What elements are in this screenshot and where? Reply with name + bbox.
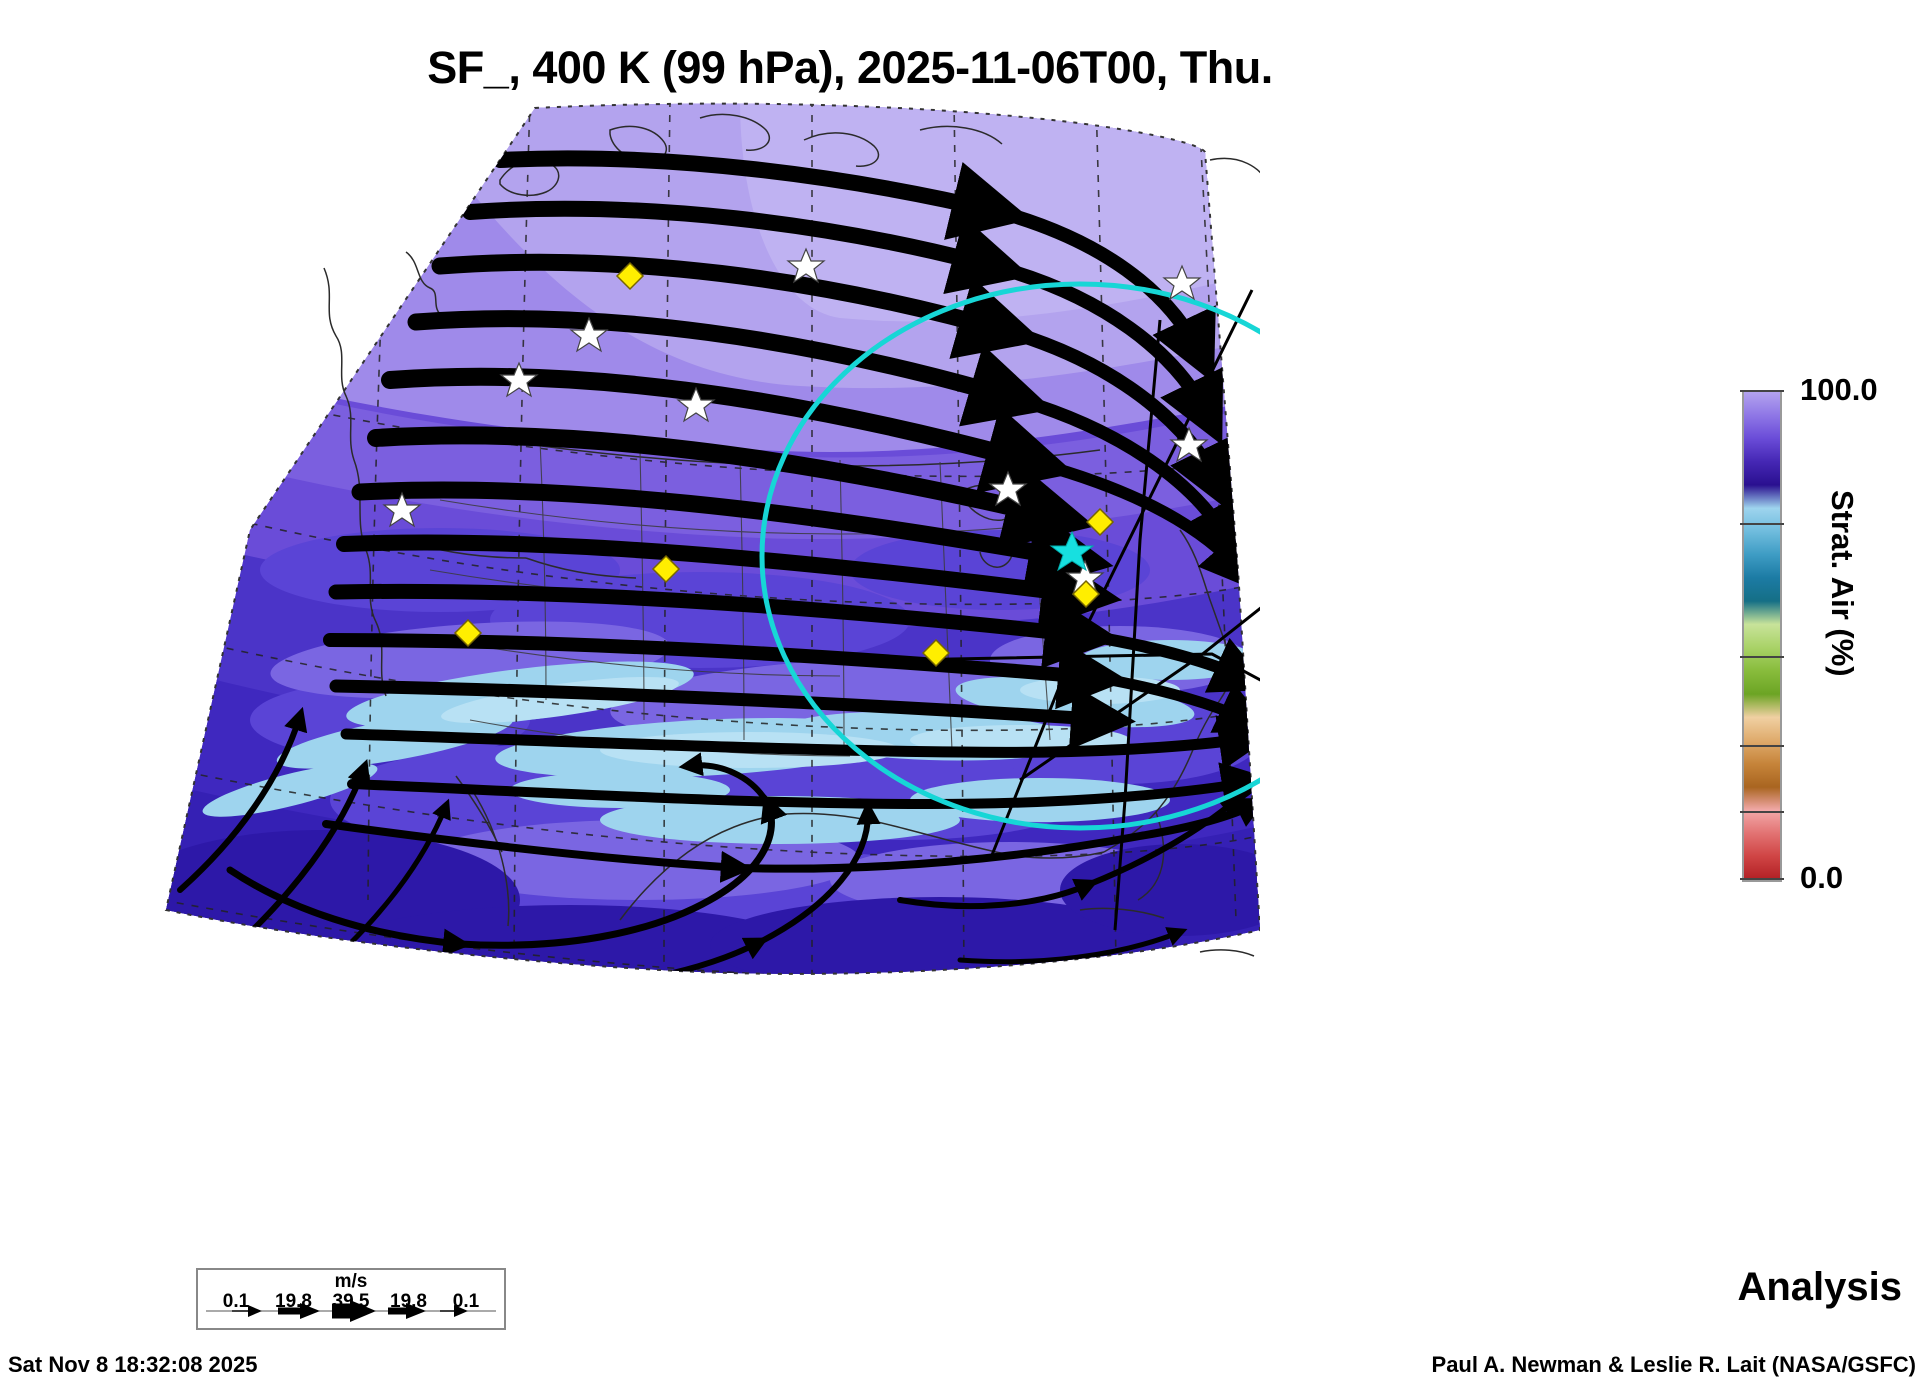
map-canvas[interactable] (140, 100, 1260, 1160)
colorbar-tick (1740, 390, 1784, 392)
primary-site-star-icon[interactable] (1049, 530, 1095, 572)
wind-legend-units: m/s (334, 1271, 368, 1292)
station-marker-diamond[interactable] (453, 261, 1115, 668)
author-credit: Paul A. Newman & Leslie R. Lait (NASA/GS… (1431, 1352, 1916, 1377)
wind-legend-arrows (206, 1300, 496, 1322)
wind-legend-tick: 0.1 (222, 1291, 250, 1312)
wind-speed-legend: m/s 0.1 19.8 39.5 19.8 0.1 (196, 1268, 506, 1330)
range-circle (759, 281, 1260, 831)
page-title: SF_, 400 K (99 hPa), 2025-11-06T00, Thu. (427, 42, 1273, 93)
map-panel[interactable] (140, 100, 1260, 1160)
wind-legend-tick: 19.8 (390, 1291, 427, 1312)
render-timestamp: Sat Nov 8 18:32:08 2025 (8, 1352, 258, 1377)
flight-track (899, 289, 1260, 931)
analysis-label: Analysis (1737, 1265, 1902, 1309)
colorbar-tick (1740, 878, 1784, 880)
station-marker-star[interactable] (382, 247, 1209, 596)
colorbar-tick (1740, 522, 1784, 525)
colorbar-tick (1740, 811, 1784, 814)
colorbar-tick (1740, 655, 1784, 658)
colorbar-min-label: 0.0 (1800, 860, 1844, 895)
map-domain-boundary (164, 102, 1260, 975)
wind-legend-tick: 0.1 (452, 1291, 480, 1312)
colorbar-max-label: 100.0 (1800, 372, 1878, 407)
colorbar-strip[interactable] (1742, 390, 1782, 882)
colorbar-axis-title: Strat. Air (%) (1825, 490, 1860, 677)
map-projection-area (164, 102, 1260, 975)
colorbar[interactable]: 100.0 0.0 Strat. Air (%) (1740, 372, 1922, 895)
colorbar-tick (1740, 744, 1784, 747)
